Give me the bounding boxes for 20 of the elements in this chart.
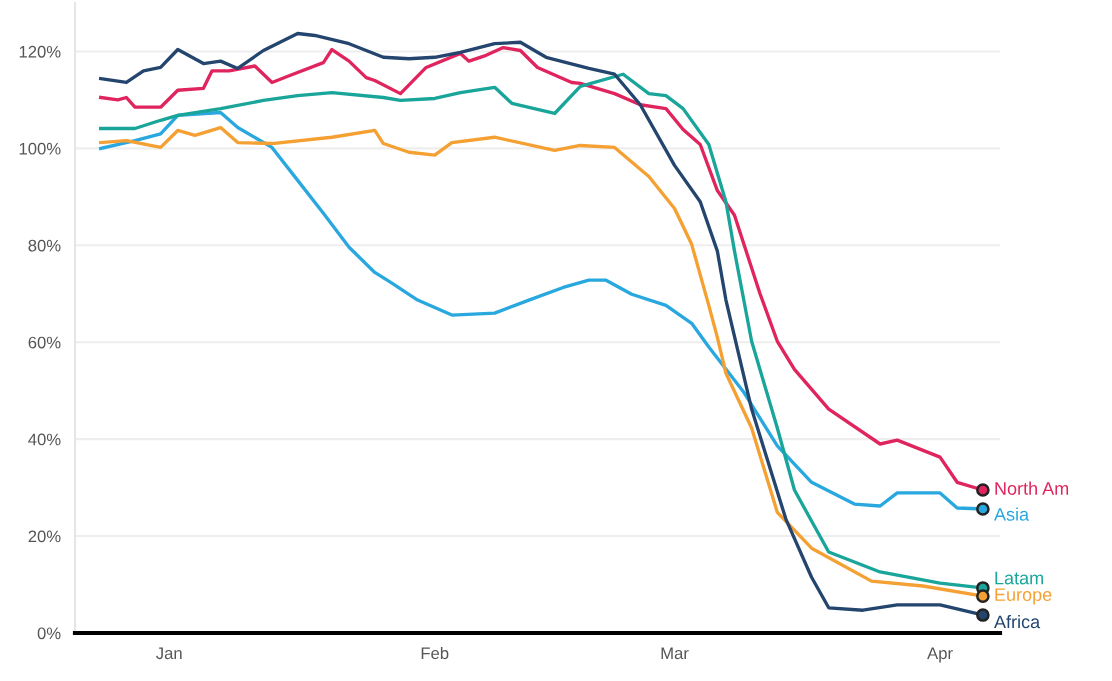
point	[976, 502, 990, 516]
x-tick-label: Apr	[927, 647, 953, 663]
y-tick-label: 80%	[28, 239, 61, 252]
y-tick-label: 100%	[19, 142, 61, 155]
point	[976, 483, 990, 497]
point	[976, 608, 990, 622]
y-tick-label: 40%	[28, 433, 61, 446]
series-label: North Am	[995, 481, 1069, 495]
point	[976, 589, 990, 603]
y-tick-label: 0%	[37, 627, 61, 640]
y-tick-label: 120%	[19, 45, 61, 58]
series-label: Latam	[995, 571, 1043, 585]
y-tick-label: 60%	[28, 336, 61, 349]
x-tick-label: Feb	[421, 646, 449, 660]
x-tick-label: Jan	[156, 647, 182, 660]
y-tick-label: 20%	[28, 530, 61, 543]
series-label: Europe	[995, 588, 1052, 605]
series-label: Africa	[994, 614, 1041, 629]
x-tick-label: Mar	[661, 647, 689, 660]
series-label: Asia	[994, 507, 1030, 521]
